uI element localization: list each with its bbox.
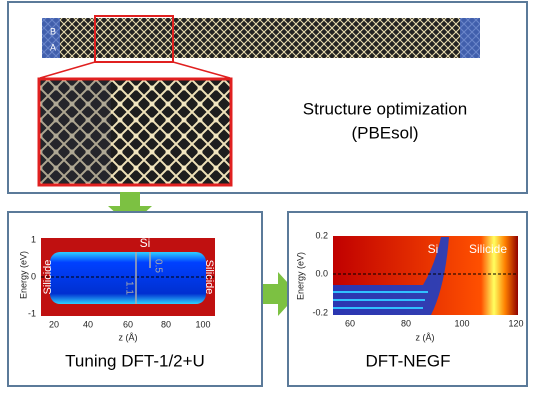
gap-label: 0.5 <box>152 259 163 273</box>
x-tick: 40 <box>83 319 93 329</box>
label-b: B <box>50 26 56 36</box>
region-silicide: Silicide <box>469 242 507 256</box>
title: Structure optimization <box>303 99 467 118</box>
y-tick: 1 <box>31 234 36 244</box>
structure-box: B A Structure optimization (PBEsol) <box>8 2 527 193</box>
y-label: Energy (eV) <box>18 251 28 299</box>
right-panel: Energy (eV) 0.2 0.0 -0.2 60 80 100 120 z… <box>288 212 527 386</box>
x-label: z (Å) <box>119 332 138 342</box>
caption: DFT-NEGF <box>366 351 451 370</box>
region-silicide: Silicide <box>42 260 54 295</box>
label-a: A <box>50 42 56 52</box>
y-tick: 0 <box>31 271 36 281</box>
y-tick: -1 <box>28 308 36 318</box>
page: B A Structure optimization (PBEsol) Ener… <box>0 0 536 394</box>
x-tick: 100 <box>454 318 469 328</box>
region-si: Si <box>140 236 151 250</box>
method: (PBEsol) <box>351 123 418 142</box>
gap-label: 1.1 <box>123 281 134 295</box>
region-silicide: Silicide <box>203 260 215 295</box>
y-tick: 0.2 <box>315 230 328 240</box>
x-tick: 20 <box>49 319 59 329</box>
y-label: Energy (eV) <box>295 252 305 300</box>
x-tick: 60 <box>345 318 355 328</box>
caption: Tuning DFT-1/2+U <box>65 351 205 370</box>
region-si: Si <box>428 242 439 256</box>
y-tick: 0.0 <box>315 268 328 278</box>
x-label: z (Å) <box>416 332 435 342</box>
y-tick: -0.2 <box>312 307 328 317</box>
x-tick: 80 <box>161 319 171 329</box>
x-tick: 60 <box>123 319 133 329</box>
x-tick: 120 <box>508 318 523 328</box>
x-tick: 80 <box>401 318 411 328</box>
x-tick: 100 <box>195 319 210 329</box>
left-panel: Energy (eV) 1 0 -1 20 40 60 80 100 z (Å)… <box>8 212 262 386</box>
figure: B A Structure optimization (PBEsol) Ener… <box>0 0 536 394</box>
